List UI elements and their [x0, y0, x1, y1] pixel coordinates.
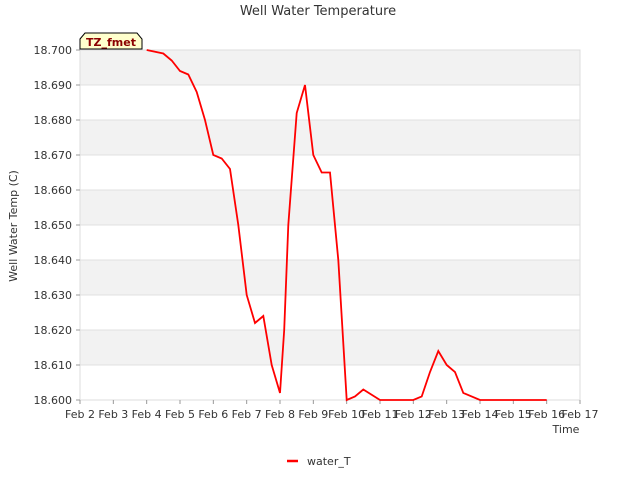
x-tick-label: Feb 6 [198, 408, 228, 421]
grid-band [80, 190, 580, 225]
y-tick-label: 18.660 [34, 184, 73, 197]
x-axis: Feb 2 Feb 3 Feb 4 Feb 5 Feb 6 Feb 7 Feb 8 Feb 9… [65, 400, 598, 421]
y-tick-label: 18.680 [34, 114, 73, 127]
y-tick-label: 18.640 [34, 254, 73, 267]
x-tick-label: Feb 17 [562, 408, 599, 421]
tz-tag: TZ_fmet [79, 32, 143, 50]
grid-band [80, 330, 580, 365]
y-tick-label: 18.690 [34, 79, 73, 92]
y-tick-label: 18.610 [34, 359, 73, 372]
grid-band [80, 260, 580, 295]
x-tick-label: Feb 3 [98, 408, 128, 421]
chart-title: Well Water Temperature [240, 4, 396, 19]
y-axis-label: Well Water Temp (C) [7, 170, 20, 282]
y-tick-label: 18.700 [34, 44, 73, 57]
x-tick-label: Feb 15 [495, 408, 532, 421]
tag-box [79, 32, 143, 50]
tag-label: TZ_fmet [86, 36, 136, 49]
y-axis: 18.700 18.690 18.680 18.670 18.660 18.650 18.6… [34, 44, 80, 407]
x-tick-label: Feb 8 [265, 408, 295, 421]
x-tick-label: Feb 4 [132, 408, 162, 421]
y-tick-label: 18.620 [34, 324, 73, 337]
grid-band [80, 50, 580, 85]
x-tick-label: Feb 13 [428, 408, 465, 421]
y-tick-label: 18.670 [34, 149, 73, 162]
y-tick-label: 18.650 [34, 219, 73, 232]
x-tick-label: Feb 5 [165, 408, 195, 421]
x-tick-label: Feb 12 [395, 408, 432, 421]
grid-band [80, 120, 580, 155]
x-tick-label: Feb 7 [232, 408, 262, 421]
x-tick-label: Feb 10 [328, 408, 365, 421]
x-tick-label: Feb 2 [65, 408, 95, 421]
x-tick-label: Feb 14 [462, 408, 499, 421]
x-tick-label: Feb 9 [298, 408, 328, 421]
x-tick-label: Feb 11 [362, 408, 399, 421]
legend-label: water_T [307, 455, 351, 468]
series-line-water-t [146, 49, 547, 402]
grid-bands [80, 50, 580, 365]
x-axis-label: Time [552, 423, 580, 436]
y-tick-label: 18.600 [34, 394, 73, 407]
x-tick-label: Feb 16 [528, 408, 565, 421]
legend: water_T [287, 455, 351, 468]
y-tick-label: 18.630 [34, 289, 73, 302]
